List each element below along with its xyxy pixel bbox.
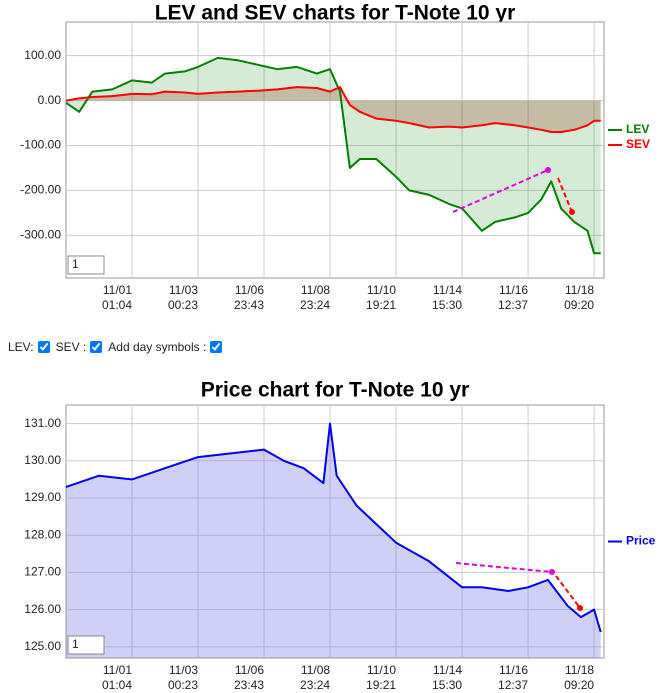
lev-label: LEV:	[8, 340, 34, 354]
series-line	[65, 86, 601, 133]
y-tick-label: 125.00	[24, 639, 61, 653]
y-tick-label: 131.00	[24, 416, 61, 430]
y-tick-label: -100.00	[20, 138, 61, 152]
arrow-head	[577, 605, 583, 611]
zoom-input-value: 1	[72, 637, 79, 651]
trend-arrow	[557, 177, 573, 213]
day-symbols-label: Add day symbols :	[108, 340, 207, 354]
x-tick-label: 11/03 00:23	[168, 283, 198, 312]
area-fill	[66, 57, 601, 254]
legend-label: LEV	[626, 122, 649, 136]
y-tick-label: 100.00	[24, 48, 61, 62]
sev-checkbox[interactable]	[90, 341, 103, 353]
legend-label: Price	[626, 534, 656, 548]
y-tick-label: -200.00	[20, 183, 61, 197]
series-controls: LEV: SEV : Add day symbols :	[8, 340, 226, 354]
x-tick-label: 11/06 23:43	[234, 283, 264, 312]
y-tick-label: -300.00	[20, 228, 61, 242]
zoom-input-value: 1	[72, 257, 79, 271]
x-tick-label: 11/08 23:24	[300, 283, 330, 312]
x-tick-label: 11/14 15:30	[432, 663, 462, 692]
x-tick-label: 11/01 01:04	[102, 283, 132, 312]
x-tick-label: 11/16 12:37	[498, 283, 528, 312]
arrow-head	[569, 209, 575, 215]
x-tick-label: 11/10 19:21	[366, 283, 396, 312]
area-fill	[66, 87, 601, 132]
x-tick-label: 11/08 23:24	[300, 663, 330, 692]
x-tick-label: 11/16 12:37	[498, 663, 528, 692]
zoom-input[interactable]	[67, 635, 105, 655]
trend-arrow	[452, 169, 549, 213]
x-tick-label: 11/06 23:43	[234, 663, 264, 692]
plot-frame	[65, 404, 605, 659]
series-line	[65, 422, 602, 633]
trend-arrow	[555, 575, 581, 609]
series-line	[65, 56, 601, 255]
x-tick-label: 11/18 09:20	[564, 283, 594, 312]
y-tick-label: 128.00	[24, 527, 61, 541]
chart-title: Price chart for T-Note 10 yr	[201, 379, 469, 402]
x-tick-label: 11/14 15:30	[432, 283, 462, 312]
arrow-head	[549, 569, 555, 575]
legend-label: SEV	[626, 137, 650, 151]
x-tick-label: 11/10 19:21	[366, 663, 396, 692]
trend-arrow	[455, 562, 553, 573]
x-tick-label: 11/18 09:20	[564, 663, 594, 692]
day-symbols-checkbox[interactable]	[210, 341, 223, 353]
arrow-head	[545, 167, 551, 173]
x-tick-label: 11/03 00:23	[168, 663, 198, 692]
y-tick-label: 0.00	[38, 93, 62, 107]
area-fill	[66, 423, 601, 658]
y-tick-label: 130.00	[24, 453, 61, 467]
lev-checkbox[interactable]	[37, 341, 50, 353]
x-tick-label: 11/01 01:04	[102, 663, 132, 692]
zoom-input[interactable]	[67, 255, 105, 275]
chart-title: LEV and SEV charts for T-Note 10 yr	[155, 2, 516, 25]
y-tick-label: 129.00	[24, 490, 61, 504]
sev-label: SEV :	[55, 340, 87, 354]
y-tick-label: 127.00	[24, 565, 61, 579]
y-tick-label: 126.00	[24, 602, 61, 616]
